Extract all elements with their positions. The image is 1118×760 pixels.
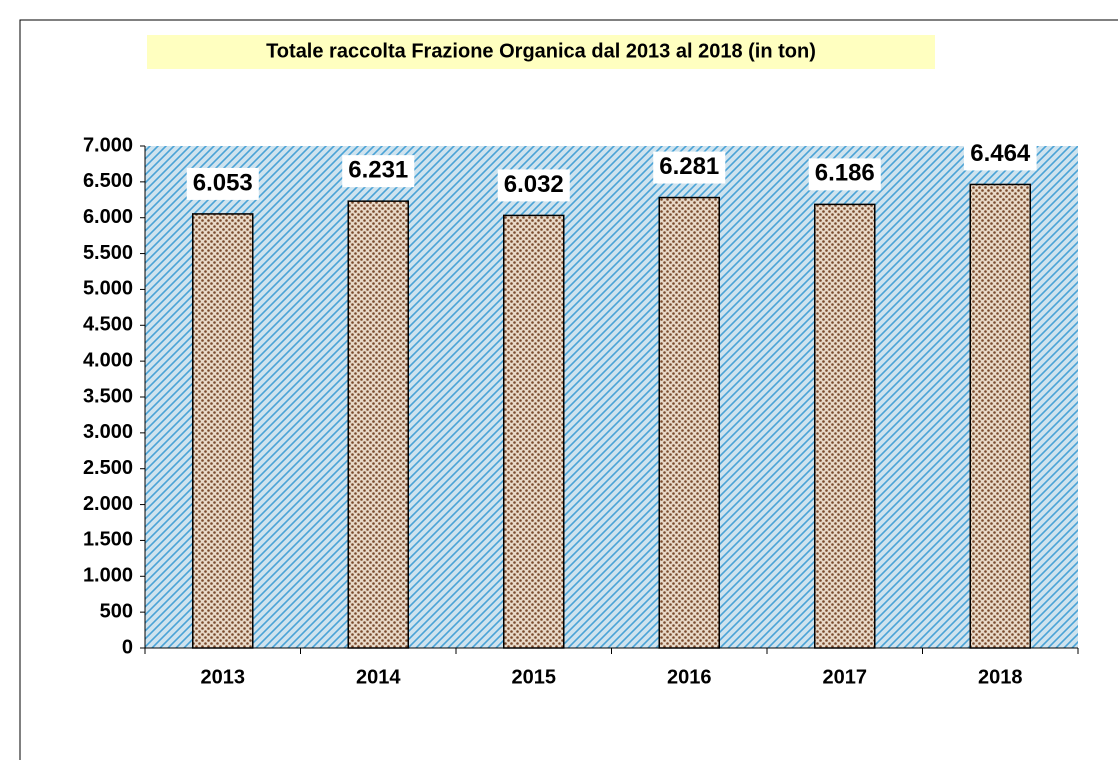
y-tick-label: 6.500	[83, 170, 133, 192]
y-tick-label: 5.500	[83, 242, 133, 264]
y-tick-label: 1.000	[83, 565, 133, 587]
value-label: 6.464	[970, 140, 1031, 167]
bar	[969, 183, 1031, 649]
y-tick-label: 5.000	[83, 278, 133, 300]
y-tick-label: 1.500	[83, 529, 133, 551]
y-tick-label: 7.000	[83, 134, 133, 156]
plot-area	[145, 146, 1078, 648]
y-tick-label: 3.500	[83, 385, 133, 407]
y-tick-label: 2.500	[83, 457, 133, 479]
value-label: 6.231	[348, 156, 408, 183]
y-tick-label: 3.000	[83, 421, 133, 443]
bar	[658, 196, 720, 649]
value-label: 6.032	[504, 171, 564, 198]
bar	[503, 214, 565, 649]
bar	[192, 213, 254, 649]
value-label-box	[342, 155, 415, 188]
bar	[347, 200, 409, 649]
value-label-box	[653, 151, 726, 184]
x-tick-label: 2016	[667, 666, 712, 688]
x-tick-label: 2017	[823, 666, 868, 688]
x-tick-label: 2015	[512, 666, 557, 688]
chart-border	[19, 19, 1118, 760]
y-tick-label: 4.500	[83, 314, 133, 336]
chart-title: Totale raccolta Frazione Organica dal 20…	[266, 40, 816, 62]
value-label-box	[186, 167, 259, 200]
title-box	[147, 35, 935, 69]
value-label-box	[808, 158, 881, 191]
value-label-box	[963, 138, 1037, 171]
value-label: 6.281	[659, 153, 719, 180]
y-tick-label: 4.000	[83, 349, 133, 371]
y-tick-label: 0	[122, 636, 133, 658]
value-label: 6.186	[815, 160, 875, 187]
y-tick-label: 500	[100, 600, 133, 622]
y-tick-label: 2.000	[83, 493, 133, 515]
x-tick-label: 2018	[978, 666, 1023, 688]
value-label-box	[497, 169, 570, 202]
x-tick-label: 2013	[201, 666, 246, 688]
y-tick-label: 6.000	[83, 206, 133, 228]
value-label: 6.053	[193, 169, 253, 196]
x-tick-label: 2014	[356, 666, 401, 688]
bar	[814, 203, 876, 649]
